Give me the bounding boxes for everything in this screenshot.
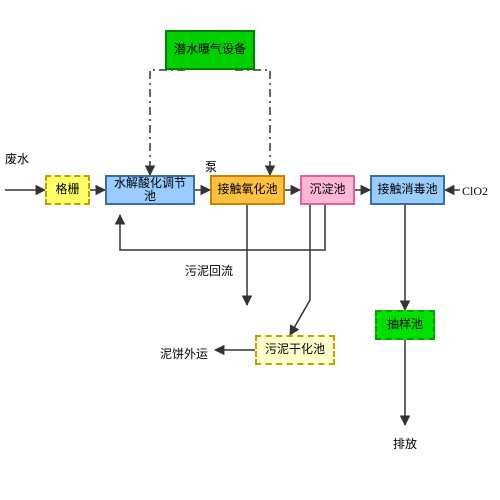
edge-aer_to_contact (235, 70, 270, 175)
edge-layer (0, 0, 500, 500)
edge-sludge_return (120, 205, 325, 250)
diagram-stage: 潜水曝气设备格栅 水解酸化调节池 接触氧化池 沉淀池 接触消毒池污泥干化池 抽样池 废水 泵 C… (0, 0, 500, 500)
node-label-settle: 沉淀池 (309, 183, 345, 196)
label-return_label: 污泥回流 (185, 262, 233, 279)
label-clio2: ClO2 (462, 184, 488, 199)
label-out_cake: 泥饼外运 (160, 345, 208, 362)
label-pump_label: 泵 (205, 158, 217, 175)
node-pump: 抽样池 (375, 310, 435, 340)
node-label-grid: 格栅 (55, 183, 79, 196)
node-label-dry: 污泥干化池 (265, 343, 325, 356)
node-label-aeration: 潜水曝气设备 (174, 43, 246, 56)
node-contactox: 接触氧化池 (210, 175, 285, 205)
node-label-contactox: 接触氧化池 (217, 183, 277, 196)
node-disinfect: 接触消毒池 (370, 175, 445, 205)
label-in_label: 废水 (5, 150, 29, 167)
edge-settle_down (290, 205, 310, 335)
node-label-disinfect: 接触消毒池 (377, 183, 437, 196)
node-label-hydrolysis: 水解酸化调节池 (111, 177, 189, 203)
node-settle: 沉淀池 (300, 175, 355, 205)
node-hydrolysis: 水解酸化调节池 (105, 175, 195, 205)
node-label-pump: 抽样池 (387, 318, 423, 331)
label-discharge: 排放 (393, 435, 417, 452)
edge-aer_to_hyd (150, 70, 185, 175)
node-dry: 污泥干化池 (255, 335, 335, 365)
node-aeration: 潜水曝气设备 (165, 30, 255, 70)
node-grid: 格栅 (45, 175, 90, 205)
